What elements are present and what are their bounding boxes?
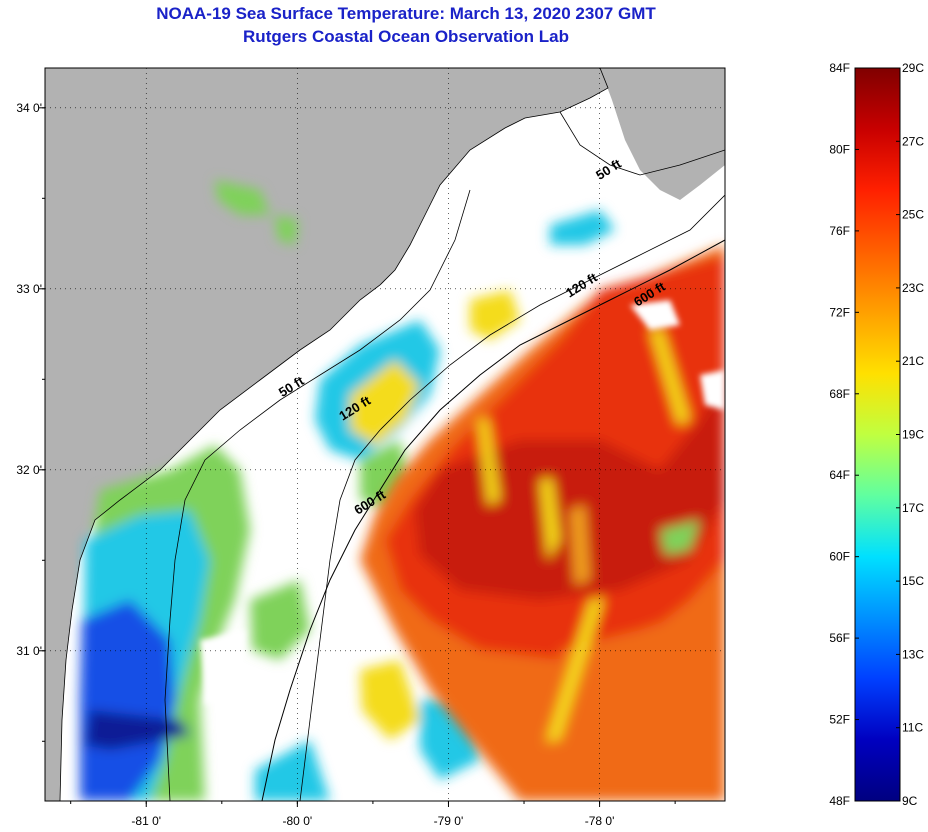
map-frame (44, 67, 726, 802)
colorbar-fahrenheit-labels: 84F 80F 76F 72F 68F 64F 60F 56F 52F 48F (829, 61, 859, 808)
lat-tick-label: 31 0' (16, 644, 42, 658)
cool-nearshore-water (80, 180, 615, 801)
contour-600ft (261, 239, 725, 801)
lat-tick-label: 34 0' (16, 101, 42, 115)
title-line-2: Rutgers Coastal Ocean Observation Lab (243, 27, 569, 46)
colorbar-c-label: 21C (902, 354, 924, 368)
colorbar-c-label: 11C (902, 721, 923, 735)
colorbar-f-label: 52F (829, 713, 850, 727)
land-mass (45, 68, 608, 801)
lat-tick-label: 33 0' (16, 282, 42, 296)
lon-tick-label: -79 0' (434, 814, 464, 828)
graticule (45, 68, 725, 801)
colorbar-f-label: 84F (829, 61, 850, 75)
colorbar-c-label: 15C (902, 574, 924, 588)
colorbar-f-label: 64F (829, 468, 850, 482)
colorbar-c-label: 29C (902, 61, 924, 75)
colorbar-celsius-labels: 29C 27C 25C 23C 21C 19C 17C 15C 13C 11C 9C (896, 61, 924, 808)
colorbar-c-label: 17C (902, 501, 924, 515)
axis-labels: -81 0' -80 0' -79 0' -78 0' 34 0' 33 0' 32 0' 3… (16, 101, 614, 828)
colorbar-c-label: 19C (902, 428, 924, 442)
contour-120ft (299, 194, 725, 801)
lon-tick-label: -80 0' (283, 814, 313, 828)
colorbar-c-label: 27C (902, 134, 924, 148)
title-line-1: NOAA-19 Sea Surface Temperature: March 1… (156, 4, 656, 23)
lon-tick-label: -81 0' (131, 814, 161, 828)
colorbar-f-label: 60F (829, 550, 850, 564)
colorbar-f-label: 80F (829, 142, 850, 156)
lon-tick-label: -78 0' (585, 814, 615, 828)
colorbar-c-label: 25C (902, 208, 924, 222)
land-coastal-strip (600, 68, 725, 200)
colorbar-f-label: 72F (829, 305, 850, 319)
cloud-patches (200, 300, 725, 705)
colorbar-f-label: 48F (829, 794, 850, 808)
gulf-stream-warm-water (360, 245, 725, 801)
colorbar-c-label: 13C (902, 647, 924, 661)
colorbar-f-label: 76F (829, 224, 850, 238)
lat-tick-label: 32 0' (16, 463, 42, 477)
contour-50ft (559, 111, 725, 176)
colorbar-gradient (854, 67, 901, 802)
contour-50ft-south (164, 189, 471, 801)
colorbar-c-label: 23C (902, 281, 924, 295)
colorbar-f-label: 56F (829, 631, 850, 645)
coastline (59, 68, 609, 801)
axis-ticks (39, 107, 676, 807)
colorbar-c-label: 9C (902, 794, 918, 808)
colorbar-f-label: 68F (829, 387, 850, 401)
temperature-colorbar: 84F 80F 76F 72F 68F 64F 60F 56F 52F 48F 29C 27C 25C… (829, 61, 924, 808)
